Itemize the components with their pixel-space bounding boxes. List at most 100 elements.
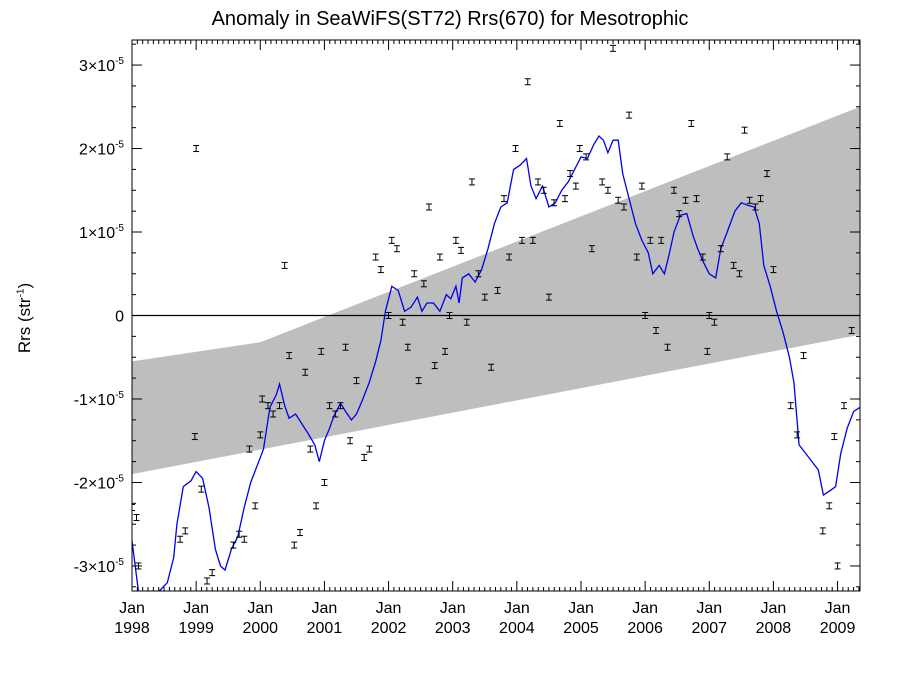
data-point [468, 178, 475, 186]
data-point [556, 119, 563, 127]
x-tick-year: 2003 [435, 620, 471, 637]
data-point [834, 562, 841, 570]
data-point [302, 368, 309, 376]
data-point [676, 210, 683, 218]
x-tick-month: Jan [183, 600, 209, 617]
data-point [458, 246, 465, 254]
x-tick-year: 2004 [499, 620, 535, 637]
x-tick-year: 2007 [691, 620, 727, 637]
y-tick-label: -3×10-5 [74, 557, 125, 576]
x-tick-month: Jan [119, 600, 145, 617]
data-point [377, 266, 384, 274]
data-point [307, 445, 314, 453]
data-point [404, 343, 411, 351]
data-point [620, 203, 627, 211]
data-point [647, 236, 654, 244]
data-point [191, 433, 198, 441]
data-point [724, 153, 731, 161]
x-tick-year: 1999 [178, 620, 214, 637]
data-point [177, 535, 184, 543]
data-point [583, 153, 590, 161]
data-point [313, 502, 320, 510]
y-tick-label: 2×10-5 [79, 140, 124, 159]
data-point [545, 293, 552, 301]
x-tick-month: Jan [376, 600, 402, 617]
data-point [494, 286, 501, 294]
data-point [763, 170, 770, 178]
data-point [704, 347, 711, 355]
data-point [752, 203, 759, 211]
data-point [633, 253, 640, 261]
x-tick-month: Jan [440, 600, 466, 617]
data-point [420, 280, 427, 288]
x-tick-year: 2000 [242, 620, 278, 637]
x-tick-year: 2001 [307, 620, 343, 637]
data-point [246, 445, 253, 453]
data-point [132, 504, 135, 512]
data-point [452, 236, 459, 244]
data-point [436, 253, 443, 261]
data-point [241, 535, 248, 543]
x-tick-month: Jan [761, 600, 787, 617]
data-point [193, 145, 200, 153]
data-point [653, 327, 660, 335]
data-point [281, 261, 288, 269]
data-point [230, 541, 237, 549]
x-tick-year: 2008 [756, 620, 792, 637]
data-point [730, 261, 737, 269]
data-point [610, 44, 617, 52]
data-point [670, 186, 677, 194]
x-tick-year: 1998 [114, 620, 150, 637]
data-point [711, 318, 718, 326]
data-point [347, 437, 354, 445]
confidence-band-layer [132, 106, 860, 475]
data-point [787, 402, 794, 410]
data-point [599, 178, 606, 186]
data-point [337, 402, 344, 410]
data-point [512, 145, 519, 153]
monthly-points-layer [132, 44, 855, 585]
y-tick-label: 0 [115, 309, 124, 326]
data-point [658, 236, 665, 244]
y-tick-label: -2×10-5 [74, 473, 125, 492]
data-point [326, 402, 333, 410]
data-point [699, 253, 706, 261]
data-point [463, 318, 470, 326]
data-point [425, 203, 432, 211]
data-point [133, 514, 140, 522]
data-point [393, 245, 400, 253]
x-tick-year: 2009 [820, 620, 856, 637]
data-point [572, 182, 579, 190]
data-point [529, 236, 536, 244]
data-point [831, 433, 838, 441]
data-point [209, 569, 216, 577]
data-point [297, 529, 304, 537]
data-point [388, 236, 395, 244]
axes-layer [131, 39, 861, 592]
data-point [321, 478, 328, 486]
data-point [693, 195, 700, 203]
smoothed-line-layer [132, 134, 860, 591]
data-point [576, 145, 583, 153]
data-point [198, 485, 205, 493]
data-point [372, 253, 379, 261]
data-point [826, 502, 833, 510]
data-point [706, 312, 713, 319]
data-point [291, 541, 298, 549]
data-point [252, 502, 259, 510]
data-point [800, 352, 807, 360]
x-tick-year: 2005 [563, 620, 599, 637]
data-point [236, 530, 243, 538]
data-point [524, 78, 531, 86]
x-tick-month: Jan [568, 600, 594, 617]
data-point [588, 245, 595, 253]
data-point [736, 270, 743, 278]
data-point [604, 186, 611, 194]
x-tick-month: Jan [696, 600, 722, 617]
confidence-band [132, 106, 860, 475]
data-point [626, 111, 633, 119]
x-tick-month: Jan [825, 600, 851, 617]
data-point [567, 170, 574, 178]
data-point [366, 445, 373, 453]
data-point [270, 410, 277, 418]
